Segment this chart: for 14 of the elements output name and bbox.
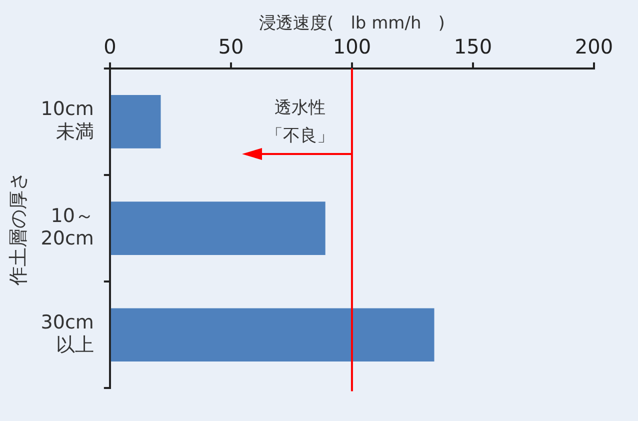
bar: [110, 308, 434, 362]
x-tick-label: 200: [574, 34, 614, 59]
y-axis-title: 作土層の厚さ: [7, 171, 30, 286]
x-tick-label: 0: [104, 34, 116, 59]
y-tick-label: 10cm 未満: [40, 98, 94, 144]
x-axis-title: 浸透速度( lb mm/h ): [259, 14, 445, 34]
x-tick-label: 50: [218, 34, 244, 59]
bar: [110, 202, 326, 255]
y-tick-label: 30cm 以上: [40, 311, 94, 356]
x-tick-label: 150: [454, 34, 492, 59]
y-tick-label: 10～ 20cm: [40, 204, 94, 250]
ref-line-label: 透水性「不良」: [264, 97, 335, 148]
x-tick-label: 100: [332, 34, 372, 59]
bar: [110, 95, 161, 148]
